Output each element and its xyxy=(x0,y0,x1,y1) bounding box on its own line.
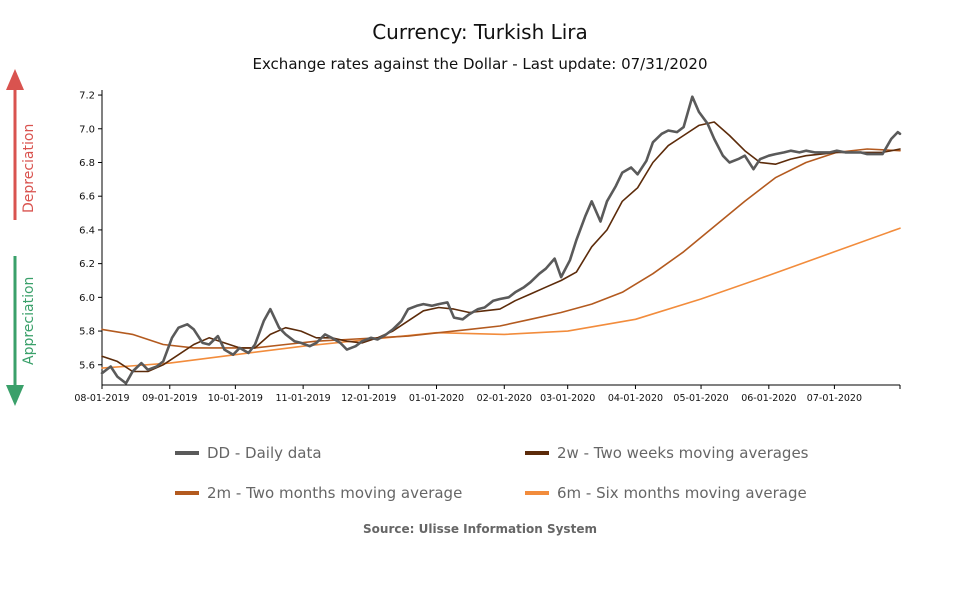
legend-item-2m[interactable]: 2m - Two months moving average xyxy=(175,484,462,502)
chart-title: Currency: Turkish Lira xyxy=(372,20,588,44)
x-tick-label: 03-01-2020 xyxy=(540,393,595,404)
depreciation-arrowhead xyxy=(6,69,24,90)
line-chart: 5.6 5.8 6.0 6.2 6.4 6.6 6.8 7.0 7.2 08-01-2019 09-… xyxy=(74,90,902,404)
appreciation-arrowhead xyxy=(6,385,24,406)
y-tick-label: 6.4 xyxy=(79,225,95,236)
x-tick-label: 07-01-2020 xyxy=(807,393,862,404)
direction-indicator xyxy=(6,69,24,406)
y-tick-label: 5.8 xyxy=(79,327,95,338)
source-note: Source: Ulisse Information System xyxy=(363,522,597,536)
legend-label-dd: DD - Daily data xyxy=(207,444,322,462)
series-layer xyxy=(100,95,902,385)
y-tick-label: 7.0 xyxy=(79,124,95,135)
y-tick-label: 6.6 xyxy=(79,192,95,203)
x-tick-label: 12-01-2019 xyxy=(341,393,396,404)
x-tick-label: 01-01-2020 xyxy=(409,393,464,404)
x-tick-label: 11-01-2019 xyxy=(276,393,331,404)
legend-label-6m: 6m - Six months moving average xyxy=(557,484,807,502)
legend-swatch-2m xyxy=(175,491,199,495)
chart-subtitle: Exchange rates against the Dollar - Last… xyxy=(252,55,708,73)
legend-item-2w[interactable]: 2w - Two weeks moving averages xyxy=(525,444,809,462)
x-tick-label: 08-01-2019 xyxy=(74,393,129,404)
x-tick-label: 10-01-2019 xyxy=(208,393,263,404)
legend-swatch-dd xyxy=(175,451,199,455)
x-tick-label: 02-01-2020 xyxy=(477,393,532,404)
series-line-2w xyxy=(101,121,901,373)
y-tick-label: 5.6 xyxy=(79,360,95,371)
series-line-2m xyxy=(101,148,901,349)
depreciation-arrow-shaft xyxy=(13,90,17,220)
legend-label-2w: 2w - Two weeks moving averages xyxy=(557,444,809,462)
y-tick-label: 6.2 xyxy=(79,259,95,270)
legend-swatch-6m xyxy=(525,491,549,495)
legend-item-6m[interactable]: 6m - Six months moving average xyxy=(525,484,807,502)
y-tick-label: 6.8 xyxy=(79,158,95,169)
axes: 5.6 5.8 6.0 6.2 6.4 6.6 6.8 7.0 7.2 08-01-2019 09-… xyxy=(74,90,901,404)
x-tick-label: 04-01-2020 xyxy=(608,393,663,404)
legend-label-2m: 2m - Two months moving average xyxy=(207,484,463,502)
series-line-daily xyxy=(100,95,902,385)
y-tick-label: 7.2 xyxy=(79,91,95,102)
legend-item-dd[interactable]: DD - Daily data xyxy=(175,444,322,462)
chart-legend: DD - Daily data 2w - Two weeks moving av… xyxy=(0,440,960,510)
x-tick-label: 06-01-2020 xyxy=(741,393,796,404)
y-tick-label: 6.0 xyxy=(79,293,95,304)
x-tick-label: 09-01-2019 xyxy=(142,393,197,404)
legend-swatch-2w xyxy=(525,451,549,455)
x-tick-label: 05-01-2020 xyxy=(673,393,728,404)
appreciation-arrow-shaft xyxy=(13,256,17,386)
series-line-6m xyxy=(101,227,901,369)
